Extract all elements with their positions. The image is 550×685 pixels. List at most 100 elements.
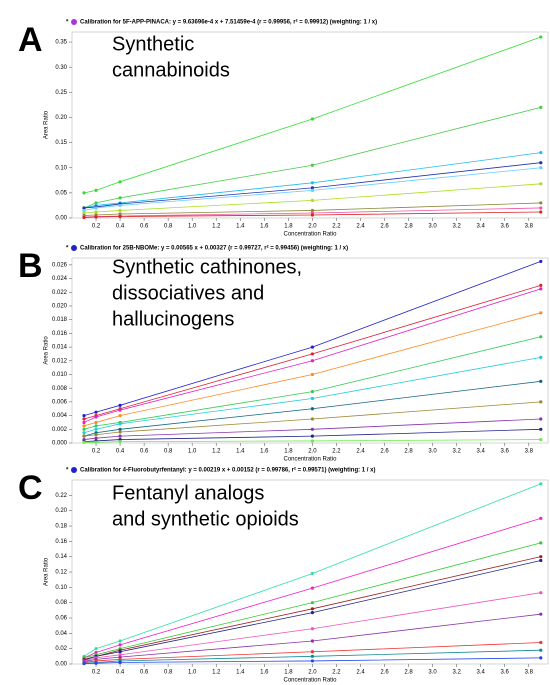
- data-point: [82, 211, 86, 215]
- x-tick-label: 1.0: [188, 670, 197, 676]
- x-tick-label: 2.6: [380, 224, 389, 230]
- data-point: [94, 415, 98, 419]
- data-point: [310, 208, 315, 213]
- x-tick-label: 1.2: [212, 449, 221, 455]
- data-point: [118, 413, 122, 418]
- data-point: [310, 345, 315, 349]
- y-tick-label: 0.14: [55, 554, 67, 560]
- y-tick-label: 0.18: [55, 524, 67, 530]
- data-point: [539, 379, 543, 383]
- x-tick-label: 1.6: [260, 224, 269, 230]
- panel-letter: A: [18, 21, 43, 59]
- x-tick-label: 2.2: [332, 449, 341, 455]
- x-tick-label: 3.6: [501, 224, 510, 230]
- data-point: [539, 201, 543, 205]
- data-point: [539, 206, 543, 210]
- x-tick-label: 0.6: [140, 449, 149, 455]
- panel-heading: and synthetic opioids: [112, 508, 299, 530]
- x-tick-label: 0.8: [164, 670, 173, 676]
- data-point: [539, 283, 543, 288]
- x-tick-label: 0.2: [92, 670, 101, 676]
- panel-heading: Fentanyl analogs: [112, 482, 264, 504]
- data-point: [118, 643, 122, 647]
- data-point: [539, 311, 543, 315]
- data-point: [82, 191, 86, 195]
- data-point: [94, 433, 98, 437]
- data-point: [82, 417, 86, 421]
- data-point: [310, 627, 315, 631]
- x-tick-label: 2.2: [332, 224, 341, 230]
- data-point: [118, 655, 122, 659]
- data-point: [310, 407, 315, 411]
- data-point: [310, 639, 315, 643]
- compound-icon: [71, 467, 77, 473]
- data-point: [118, 403, 122, 407]
- data-point: [310, 434, 315, 438]
- x-tick-label: 1.6: [260, 670, 269, 676]
- data-point: [118, 408, 122, 412]
- data-point: [94, 188, 98, 192]
- data-point: [94, 420, 98, 425]
- data-point: [118, 208, 122, 213]
- data-point: [94, 661, 98, 665]
- y-tick-label: 0.10: [55, 165, 67, 171]
- y-axis-title: Area Ratio: [44, 336, 50, 365]
- x-tick-label: 0.6: [140, 224, 149, 230]
- data-point: [118, 214, 122, 219]
- x-tick-label: 0.6: [140, 670, 149, 676]
- y-tick-label: 0.06: [55, 616, 67, 622]
- data-point: [94, 410, 98, 414]
- data-point: [310, 650, 315, 654]
- data-point: [118, 180, 122, 184]
- x-tick-label: 0.4: [116, 670, 125, 676]
- data-point: [539, 210, 543, 214]
- y-tick-label: 0.20: [55, 508, 67, 514]
- data-point: [539, 151, 543, 155]
- data-point: [94, 201, 98, 205]
- calibration-caption: Calibration for 4-Fluorobutyrfentanyl: y…: [80, 467, 375, 474]
- x-tick-label: 0.4: [116, 224, 125, 230]
- data-point: [82, 434, 86, 438]
- y-tick-label: 0.000: [52, 441, 68, 447]
- y-tick-label: 0.002: [52, 427, 68, 433]
- data-point: [82, 431, 86, 435]
- data-point: [94, 206, 98, 210]
- x-tick-label: 0.8: [164, 224, 173, 230]
- data-point: [310, 186, 315, 190]
- y-tick-label: 0.08: [55, 600, 67, 606]
- data-point: [539, 287, 543, 291]
- x-tick-label: 0.4: [116, 449, 125, 455]
- y-tick-label: 0.12: [55, 570, 67, 576]
- x-tick-label: 3.8: [525, 224, 534, 230]
- data-point: [539, 555, 543, 559]
- x-tick-label: 2.6: [380, 449, 389, 455]
- data-point: [310, 601, 315, 605]
- y-tick-label: 0.10: [55, 585, 67, 591]
- data-point: [539, 541, 543, 545]
- data-point: [310, 372, 315, 377]
- data-point: [118, 440, 122, 444]
- data-point: [539, 335, 543, 339]
- data-point: [94, 440, 98, 444]
- y-tick-label: 0.012: [52, 358, 68, 364]
- x-tick-label: 1.8: [284, 449, 293, 455]
- x-tick-label: 3.0: [428, 224, 437, 230]
- data-point: [310, 213, 315, 217]
- x-tick-label: 2.4: [356, 224, 365, 230]
- panel-heading: hallucinogens: [112, 308, 234, 330]
- x-tick-label: 2.8: [404, 224, 413, 230]
- x-tick-label: 1.8: [284, 224, 293, 230]
- data-point: [118, 196, 122, 200]
- data-point: [310, 396, 315, 401]
- calibration-caption: Calibration for 5F-APP-PINACA: y = 9.636…: [80, 19, 377, 26]
- data-point: [118, 203, 122, 208]
- x-tick-label: 3.6: [501, 449, 510, 455]
- data-point: [310, 352, 315, 356]
- x-tick-label: 1.6: [260, 449, 269, 455]
- calibration-star: *: [66, 468, 69, 474]
- data-point: [310, 659, 315, 663]
- compound-icon: [71, 19, 77, 25]
- y-axis-title: Area Ratio: [44, 110, 50, 139]
- x-tick-label: 3.2: [452, 449, 461, 455]
